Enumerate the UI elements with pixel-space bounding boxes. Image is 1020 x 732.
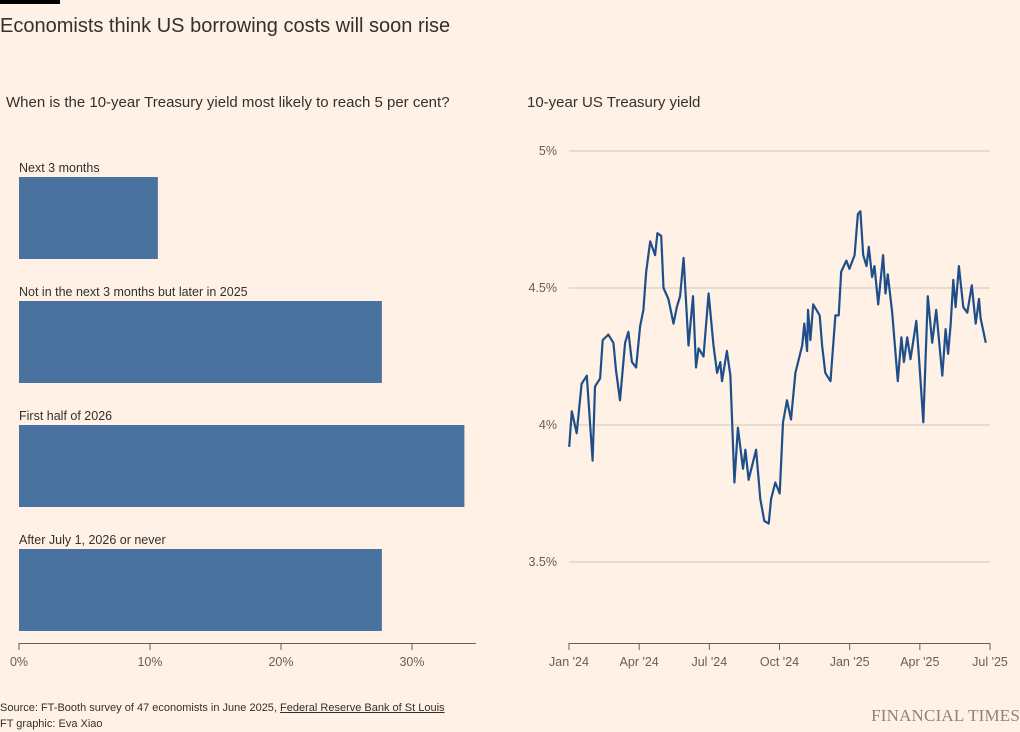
y-tick-label: 4.5% [529,281,558,295]
source-text: Source: FT-Booth survey of 47 economists… [0,702,281,714]
bar [19,549,382,631]
chart-title: Economists think US borrowing costs will… [0,15,451,37]
x-tick-label: Jul '25 [972,655,1008,669]
x-tick-label: Oct '24 [760,655,799,669]
source-note: Source: FT-Booth survey of 47 economists… [0,702,445,714]
x-tick-label: 10% [137,655,162,669]
x-tick-label: Jul '24 [691,655,727,669]
x-tick-label: Jan '24 [549,655,589,669]
bar-chart-title: When is the 10-year Treasury yield most … [6,94,450,111]
bar-category-label: Not in the next 3 months but later in 20… [19,285,248,299]
x-tick-label: Jan '25 [830,655,870,669]
bar [19,177,158,259]
y-tick-label: 4% [539,418,557,432]
yield-line [568,210,987,525]
x-tick-label: 20% [268,655,293,669]
x-tick-label: Apr '24 [620,655,659,669]
line-chart-title: 10-year US Treasury yield [527,94,701,111]
bar-category-label: First half of 2026 [19,409,112,423]
credit-note: FT graphic: Eva Xiao [0,718,103,730]
y-tick-label: 3.5% [529,555,558,569]
bar [19,301,382,383]
x-tick-label: 30% [399,655,424,669]
ft-logo: FINANCIAL TIMES [871,706,1020,725]
x-tick-label: Apr '25 [900,655,939,669]
y-tick-label: 5% [539,144,557,158]
bar-category-label: After July 1, 2026 or never [19,533,166,547]
bar-category-label: Next 3 months [19,161,100,175]
brand-bar [0,0,60,4]
source-link[interactable]: Federal Reserve Bank of St Louis [280,702,445,714]
bar [19,425,465,507]
x-tick-label: 0% [10,655,28,669]
